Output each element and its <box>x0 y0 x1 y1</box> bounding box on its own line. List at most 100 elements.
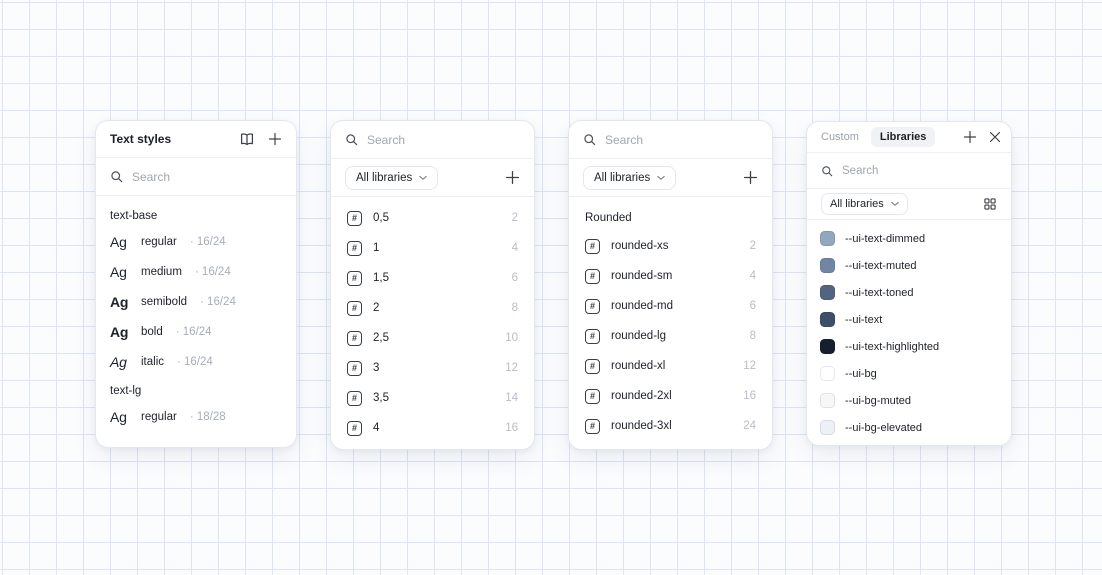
search-icon <box>821 165 833 177</box>
style-name: regular <box>141 236 177 248</box>
variable-row[interactable]: # rounded-2xl 16 <box>569 381 772 411</box>
number-variable-icon: # <box>347 270 362 286</box>
close-button[interactable] <box>989 131 1001 143</box>
style-meta: · 16/24 <box>177 356 213 368</box>
search-input[interactable] <box>842 164 997 177</box>
grid-view-button[interactable] <box>983 197 997 211</box>
variable-row[interactable]: # rounded-xl 12 <box>569 351 772 381</box>
dropdown-label: All libraries <box>356 171 413 184</box>
text-style-row[interactable]: Ag regular · 18/28 <box>96 402 296 432</box>
add-style-button[interactable] <box>268 132 282 146</box>
dropdown-label: All libraries <box>594 171 651 184</box>
add-variable-button[interactable] <box>505 170 520 185</box>
color-variable-row[interactable]: --ui-text-muted <box>807 252 1011 279</box>
text-style-row[interactable]: Ag bold · 16/24 <box>96 317 296 347</box>
text-style-row[interactable]: Ag italic · 16/24 <box>96 347 296 377</box>
style-meta: · 16/24 <box>175 326 212 338</box>
color-swatch <box>820 285 835 300</box>
style-name: bold <box>141 326 163 338</box>
style-preview: Ag <box>110 409 127 425</box>
library-book-button[interactable] <box>239 132 255 147</box>
color-variable-row[interactable]: --ui-bg <box>807 360 1011 387</box>
panel-title: Text styles <box>110 132 172 146</box>
grid-view-icon <box>983 197 997 211</box>
color-swatch <box>820 366 835 381</box>
text-style-row[interactable]: Ag regular · 16/24 <box>96 227 296 257</box>
number-variable-icon: # <box>585 268 600 284</box>
variable-row[interactable]: # 3 12 <box>331 353 534 383</box>
color-variable-row[interactable]: --ui-bg-muted <box>807 387 1011 414</box>
variable-row[interactable]: # 2 8 <box>331 293 534 323</box>
text-style-row[interactable]: Ag medium · 16/24 <box>96 257 296 287</box>
tab-custom[interactable]: Custom <box>821 131 859 143</box>
number-variable-icon: # <box>347 240 362 256</box>
variable-value: 2 <box>749 240 756 252</box>
search-input[interactable] <box>605 132 760 147</box>
variable-row[interactable]: # rounded-md 6 <box>569 291 772 321</box>
chevron-down-icon <box>657 175 666 181</box>
all-libraries-dropdown[interactable]: All libraries <box>821 193 908 215</box>
variable-row[interactable]: # 2,5 10 <box>331 323 534 353</box>
variable-value: 16 <box>743 390 756 402</box>
variable-row[interactable]: # 1 4 <box>331 233 534 263</box>
color-swatch <box>820 312 835 327</box>
variable-row[interactable]: # 0,5 2 <box>331 203 534 233</box>
number-variable-icon: # <box>347 300 362 316</box>
text-styles-panel: Text styles <box>95 120 297 448</box>
libraries-panel: Custom Libraries <box>806 121 1012 446</box>
search-input[interactable] <box>367 132 522 147</box>
variable-name: --ui-text-muted <box>845 259 917 272</box>
add-variable-button[interactable] <box>743 170 758 185</box>
libraries-search <box>807 153 1011 189</box>
close-icon <box>989 131 1001 143</box>
search-icon <box>345 133 358 146</box>
all-libraries-dropdown[interactable]: All libraries <box>583 165 677 190</box>
color-variable-row[interactable]: --ui-text-highlighted <box>807 333 1011 360</box>
spacing-search <box>331 121 534 159</box>
variable-value: 12 <box>505 362 518 374</box>
variable-row[interactable]: # 4 16 <box>331 413 534 443</box>
variable-name: --ui-text <box>845 313 883 326</box>
number-variable-icon: # <box>585 358 600 374</box>
book-icon <box>239 132 255 147</box>
text-styles-search <box>96 158 296 196</box>
rounded-filter-row: All libraries <box>569 159 772 197</box>
color-variable-row[interactable]: --ui-text-dimmed <box>807 225 1011 252</box>
color-variable-row[interactable]: --ui-text <box>807 306 1011 333</box>
search-input[interactable] <box>132 169 287 184</box>
variable-value: 4 <box>749 270 756 282</box>
variable-row[interactable]: # rounded-sm 4 <box>569 261 772 291</box>
style-name: medium <box>141 266 182 278</box>
add-button[interactable] <box>963 130 977 144</box>
search-icon <box>583 133 596 146</box>
chevron-down-icon <box>419 175 428 181</box>
libraries-tabs: Custom Libraries <box>807 122 1011 153</box>
variable-name: --ui-bg-muted <box>845 394 912 407</box>
rounded-list: Rounded # rounded-xs 2 # rounded-sm 4 # … <box>569 197 772 449</box>
variable-value: 8 <box>749 330 756 342</box>
color-variable-row[interactable]: --ui-bg-elevated <box>807 414 1011 441</box>
text-style-row[interactable]: Ag semibold · 16/24 <box>96 287 296 317</box>
variable-row[interactable]: # rounded-3xl 24 <box>569 411 772 441</box>
variable-row[interactable]: # 3,5 14 <box>331 383 534 413</box>
variable-name: rounded-3xl <box>611 420 672 432</box>
variable-name: 4 <box>373 422 380 434</box>
style-preview: Ag <box>110 264 127 280</box>
section-label: Rounded <box>585 212 632 224</box>
plus-icon <box>963 130 977 144</box>
color-swatch <box>820 231 835 246</box>
spacing-variables-panel: All libraries # 0,5 2 # 1 4 <box>330 120 535 450</box>
color-variable-row[interactable]: --ui-text-toned <box>807 279 1011 306</box>
number-variable-icon: # <box>347 330 362 346</box>
tab-libraries[interactable]: Libraries <box>870 127 936 147</box>
all-libraries-dropdown[interactable]: All libraries <box>345 165 439 190</box>
plus-icon <box>743 170 758 185</box>
style-meta: · 16/24 <box>194 266 231 278</box>
variable-row[interactable]: # 1,5 6 <box>331 263 534 293</box>
variable-name: 2,5 <box>373 332 389 344</box>
variable-row[interactable]: # rounded-lg 8 <box>569 321 772 351</box>
color-swatch <box>820 420 835 435</box>
variable-row[interactable]: # rounded-xs 2 <box>569 231 772 261</box>
variable-value: 10 <box>505 332 518 344</box>
rounded-search <box>569 121 772 159</box>
